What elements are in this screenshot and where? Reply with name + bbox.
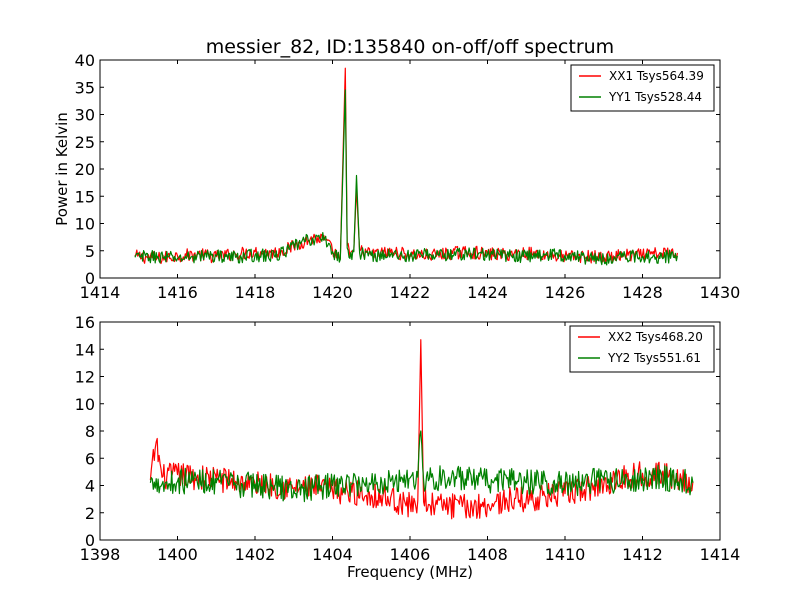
x-tick-label: 1414 <box>700 545 741 564</box>
x-tick-label: 1416 <box>157 283 198 302</box>
x-tick-label: 1412 <box>622 545 663 564</box>
y-tick-label: 5 <box>85 242 95 261</box>
y-tick-label: 10 <box>75 215 95 234</box>
series-line-yy-panel-2 <box>149 430 694 503</box>
bottom-x-axis-label: Frequency (MHz) <box>347 563 473 581</box>
series-line-yy-panel-1 <box>134 89 678 266</box>
y-tick-label: 6 <box>85 449 95 468</box>
top-spectrum-panel: 1414 1416 1418 1420 1422 1424 1426 1428 1430 0 5 10… <box>75 51 741 302</box>
top-y-axis-label: Power in Kelvin <box>53 112 71 226</box>
bottom-spectrum-panel: 1398 1400 1402 1404 1406 1408 1410 1412 14140246… <box>75 313 741 564</box>
x-tick-label: 1414 <box>80 283 121 302</box>
legend: XX2 Tsys468.20 YY2 Tsys551.61 <box>569 325 715 373</box>
legend-label: YY1 Tsys528.44 <box>608 90 702 104</box>
x-tick-label: 1430 <box>700 283 741 302</box>
y-tick-label: 4 <box>85 477 95 496</box>
y-tick-label: 0 <box>85 531 95 550</box>
x-tick-label: 1404 <box>312 545 353 564</box>
y-tick-label: 40 <box>75 51 95 70</box>
x-tick-label: 1426 <box>545 283 586 302</box>
y-tick-label: 12 <box>75 368 95 387</box>
x-tick-label: 1398 <box>80 545 121 564</box>
x-tick-label: 1410 <box>545 545 586 564</box>
y-tick-label: 16 <box>75 313 95 332</box>
y-tick-label: 15 <box>75 187 95 206</box>
x-tick-label: 1406 <box>390 545 431 564</box>
x-tick-label: 1418 <box>235 283 276 302</box>
legend-box <box>570 64 715 112</box>
y-tick-label: 25 <box>75 133 95 152</box>
x-tick-label: 1422 <box>390 283 431 302</box>
series-line-xx-panel-2 <box>149 339 694 520</box>
legend: XX1 Tsys564.39 YY1 Tsys528.44 <box>570 64 715 112</box>
y-tick-label: 8 <box>85 422 95 441</box>
x-tick-label: 1428 <box>622 283 663 302</box>
y-tick-label: 10 <box>75 395 95 414</box>
x-tick-label: 1420 <box>312 283 353 302</box>
y-tick-label: 14 <box>75 340 95 359</box>
x-tick-label: 1424 <box>467 283 508 302</box>
y-tick-label: 30 <box>75 106 95 125</box>
legend-label: YY2 Tsys551.61 <box>607 351 701 365</box>
legend-label: XX1 Tsys564.39 <box>609 69 704 83</box>
y-tick-label: 20 <box>75 160 95 179</box>
y-tick-label: 35 <box>75 78 95 97</box>
x-tick-label: 1402 <box>235 545 276 564</box>
y-tick-label: 0 <box>85 269 95 288</box>
x-tick-label: 1408 <box>467 545 508 564</box>
legend-box <box>569 325 715 373</box>
y-tick-label: 2 <box>85 504 95 523</box>
chart-title: messier_82, ID:135840 on-off/off spectru… <box>206 36 614 58</box>
legend-label: XX2 Tsys468.20 <box>608 330 703 344</box>
x-tick-label: 1400 <box>157 545 198 564</box>
